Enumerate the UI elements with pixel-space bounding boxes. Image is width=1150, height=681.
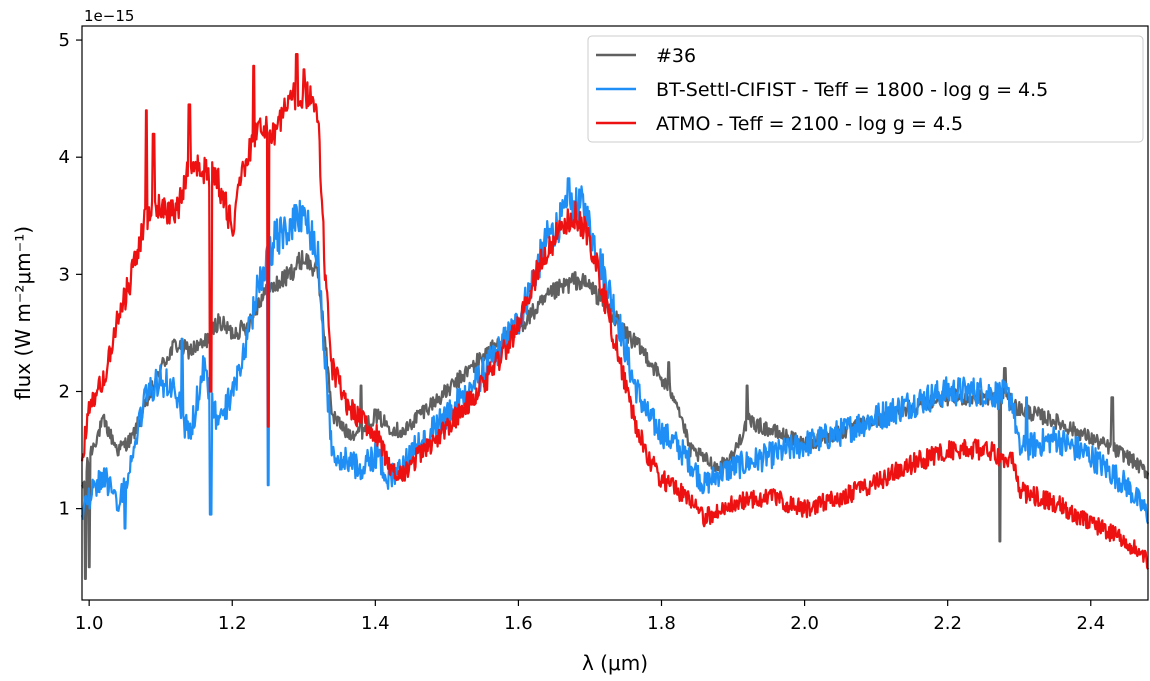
legend-label-3: ATMO - Teff = 2100 - log g = 4.5: [656, 113, 963, 135]
x-tick-label: 1.2: [218, 613, 247, 634]
legend-box: [587, 35, 1144, 143]
y-tick-label: 3: [59, 264, 70, 285]
y-tick-label: 2: [59, 381, 70, 402]
series-line-2: [80, 177, 1150, 530]
legend: #36 BT-Settl-CIFIST - Teff = 1800 - log g…: [587, 35, 1144, 143]
x-tick-label: 1.0: [75, 613, 104, 634]
plot-frame: [81, 25, 1149, 601]
y-axis-label: flux (W m⁻²μm⁻¹): [11, 226, 35, 400]
y-offset-text: 1e−15: [84, 7, 134, 25]
legend-label-1: #36: [656, 45, 696, 67]
x-axis-label: λ (μm): [582, 651, 648, 675]
x-tick-label: 2.0: [790, 613, 819, 634]
y-tick-label: 1: [59, 499, 70, 520]
x-tick-label: 2.2: [933, 613, 962, 634]
legend-label-2: BT-Settl-CIFIST - Teff = 1800 - log g = …: [656, 79, 1048, 101]
series-line-3: [80, 53, 1149, 570]
x-tick-label: 1.6: [504, 613, 533, 634]
series-layer: [80, 53, 1150, 580]
x-tick-label: 1.8: [647, 613, 676, 634]
x-tick-label: 1.4: [361, 613, 390, 634]
y-tick-label: 4: [59, 147, 70, 168]
y-tick-label: 5: [59, 30, 70, 51]
x-tick-label: 2.4: [1076, 613, 1105, 634]
tick-layer: 1.0 1.2 1.4 1.6 1.8 2.0 2.2 2.4 1 2 3 4 5: [59, 30, 1106, 634]
